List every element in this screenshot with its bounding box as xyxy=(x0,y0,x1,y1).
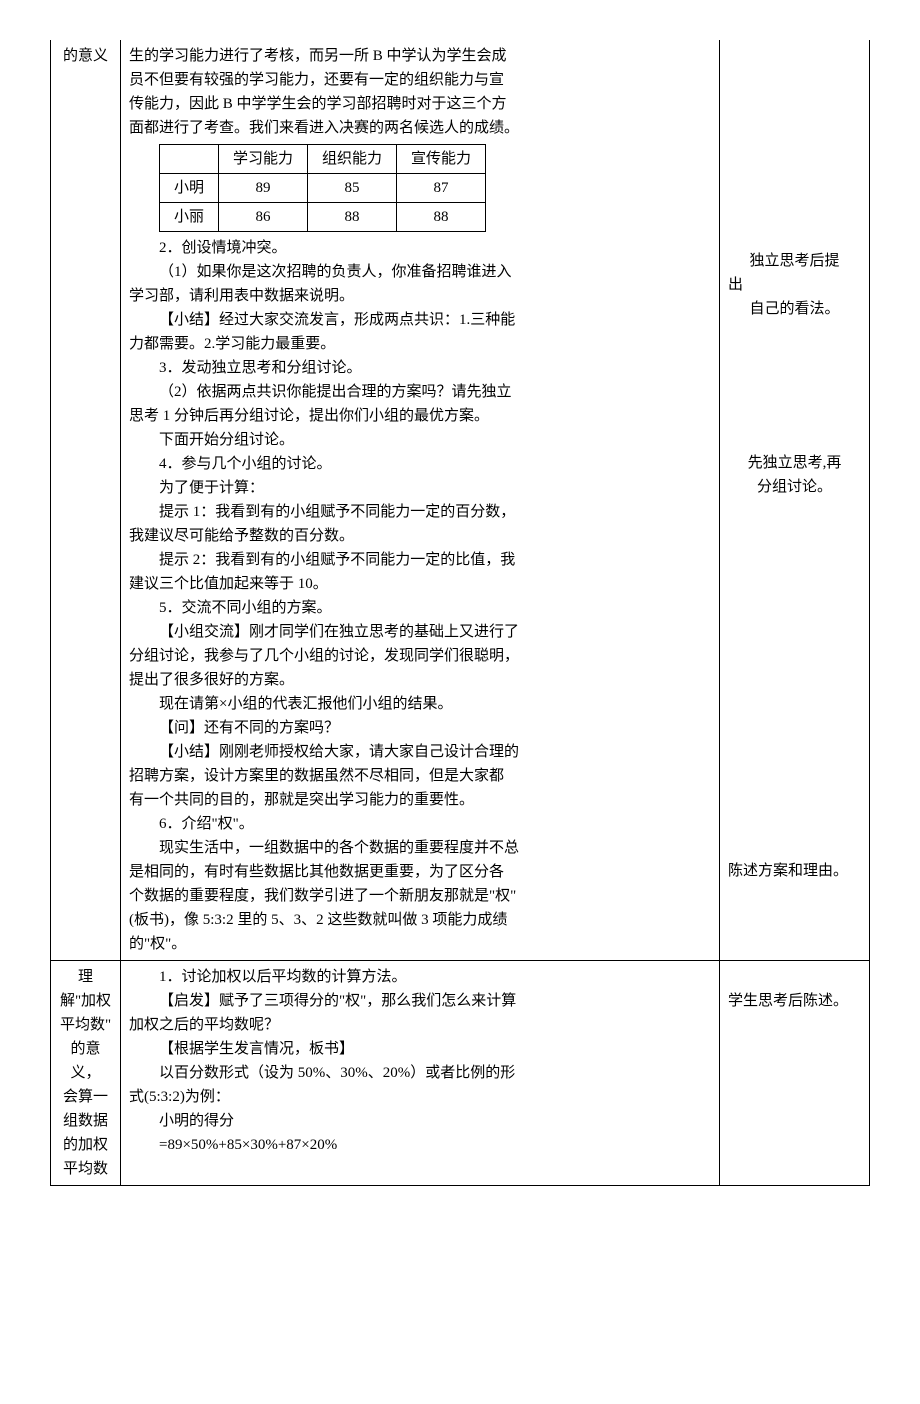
s2-item1-p3b: 式(5:3:2)为例： xyxy=(129,1085,711,1109)
intro-line-1: 生的学习能力进行了考核，而另一所 B 中学认为学生会成 xyxy=(129,44,711,68)
score-header-empty xyxy=(160,145,219,174)
row1-v1: 89 xyxy=(219,174,308,203)
note1-line1: 独立思考后提 xyxy=(728,249,861,273)
item6-p1d: (板书)，像 5:3:2 里的 5、3、2 这些数就叫做 3 项能力成绩 xyxy=(129,908,711,932)
item3-q2b: 思考 1 分钟后再分组讨论，提出你们小组的最优方案。 xyxy=(129,404,711,428)
item6-p1b: 是相同的，有时有些数据比其他数据更重要，为了区分各 xyxy=(129,860,711,884)
s2-item1-p3: 以百分数形式（设为 50%、30%、20%）或者比例的形 xyxy=(129,1061,711,1085)
item4-hint2b: 建议三个比值加起来等于 10。 xyxy=(129,572,711,596)
score-header-study: 学习能力 xyxy=(219,145,308,174)
row2-v1: 86 xyxy=(219,203,308,232)
s2-l2: 解"加权 xyxy=(59,989,112,1013)
row1-v3: 87 xyxy=(397,174,486,203)
section2-notes-cell: 学生思考后陈述。 xyxy=(720,961,870,1186)
s2-item1-p4: 小明的得分 xyxy=(129,1109,711,1133)
table-row: 小丽 86 88 88 xyxy=(160,203,486,232)
item5-q: 【问】还有不同的方案吗？ xyxy=(129,716,711,740)
item2-q1: （1）如果你是这次招聘的负责人，你准备招聘谁进入 xyxy=(129,260,711,284)
row2-name: 小丽 xyxy=(160,203,219,232)
item5-title: 5．交流不同小组的方案。 xyxy=(129,596,711,620)
row2-v3: 88 xyxy=(397,203,486,232)
s2-l4: 的意义， xyxy=(59,1037,112,1085)
item3-q2: （2）依据两点共识你能提出合理的方案吗？请先独立 xyxy=(129,380,711,404)
item5-summaryc: 有一个共同的目的，那就是突出学习能力的重要性。 xyxy=(129,788,711,812)
item2-summary1: 【小结】经过大家交流发言，形成两点共识：1.三种能 xyxy=(129,308,711,332)
s2-l7: 的加权 xyxy=(59,1133,112,1157)
score-table: 学习能力 组织能力 宣传能力 小明 89 85 87 小丽 86 88 xyxy=(159,144,486,232)
s2-item1-p2: 【根据学生发言情况，板书】 xyxy=(129,1037,711,1061)
section1-label: 的意义 xyxy=(59,44,112,68)
s2-item1-p1b: 加权之后的平均数呢？ xyxy=(129,1013,711,1037)
item6-title: 6．介绍"权"。 xyxy=(129,812,711,836)
item2-summary1b: 力都需要。2.学习能力最重要。 xyxy=(129,332,711,356)
s2-l5: 会算一 xyxy=(59,1085,112,1109)
item6-p1c: 个数据的重要程度，我们数学引进了一个新朋友那就是"权" xyxy=(129,884,711,908)
score-header-promo: 宣传能力 xyxy=(397,145,486,174)
item5-p1b: 分组讨论，我参与了几个小组的讨论，发现同学们很聪明， xyxy=(129,644,711,668)
s2-item1-p1: 【启发】赋予了三项得分的"权"，那么我们怎么来计算 xyxy=(129,989,711,1013)
note2-line1: 先独立思考,再 xyxy=(728,451,861,475)
table-row: 小明 89 85 87 xyxy=(160,174,486,203)
item6-p1: 现实生活中，一组数据中的各个数据的重要程度并不总 xyxy=(129,836,711,860)
note3-line1: 陈述方案和理由。 xyxy=(728,859,861,883)
item2-q1b: 学习部，请利用表中数据来说明。 xyxy=(129,284,711,308)
row2-v2: 88 xyxy=(308,203,397,232)
note1-line2: 出 xyxy=(728,273,861,297)
note1-line3: 自己的看法。 xyxy=(728,297,861,321)
section1-label-cell: 的意义 xyxy=(51,40,121,961)
intro-line-3: 传能力，因此 B 中学学生会的学习部招聘时对于这三个方 xyxy=(129,92,711,116)
s2-formula: =89×50%+85×30%+87×20% xyxy=(129,1133,711,1157)
s2-l1: 理 xyxy=(59,965,112,989)
row1-v2: 85 xyxy=(308,174,397,203)
item4-hint2: 提示 2：我看到有的小组赋予不同能力一定的比值，我 xyxy=(129,548,711,572)
intro-line-4: 面都进行了考查。我们来看进入决赛的两名候选人的成绩。 xyxy=(129,116,711,140)
item4-intro: 为了便于计算： xyxy=(129,476,711,500)
s2-item1-title: 1．讨论加权以后平均数的计算方法。 xyxy=(129,965,711,989)
item5-p1c: 提出了很多很好的方案。 xyxy=(129,668,711,692)
section2-label-cell: 理 解"加权 平均数" 的意义， 会算一 组数据 的加权 平均数 xyxy=(51,961,121,1186)
item5-p2: 现在请第×小组的代表汇报他们小组的结果。 xyxy=(129,692,711,716)
intro-line-2: 员不但要有较强的学习能力，还要有一定的组织能力与宣 xyxy=(129,68,711,92)
item4-title: 4．参与几个小组的讨论。 xyxy=(129,452,711,476)
item5-summaryb: 招聘方案，设计方案里的数据虽然不尽相同，但是大家都 xyxy=(129,764,711,788)
section2-content-cell: 1．讨论加权以后平均数的计算方法。 【启发】赋予了三项得分的"权"，那么我们怎么… xyxy=(121,961,720,1186)
lesson-plan-table: 的意义 生的学习能力进行了考核，而另一所 B 中学认为学生会成 员不但要有较强的… xyxy=(50,40,870,1186)
item2-title: 2．创设情境冲突。 xyxy=(129,236,711,260)
section1-notes-cell: 独立思考后提 出 自己的看法。 先独立思考,再 分组讨论。 陈述方案和理由。 xyxy=(720,40,870,961)
score-header-org: 组织能力 xyxy=(308,145,397,174)
item6-p1e: 的"权"。 xyxy=(129,932,711,956)
note2-line2: 分组讨论。 xyxy=(728,475,861,499)
item3-title: 3．发动独立思考和分组讨论。 xyxy=(129,356,711,380)
s2-l3: 平均数" xyxy=(59,1013,112,1037)
item4-hint1b: 我建议尽可能给予整数的百分数。 xyxy=(129,524,711,548)
s2-l8: 平均数 xyxy=(59,1157,112,1181)
item4-hint1: 提示 1：我看到有的小组赋予不同能力一定的百分数， xyxy=(129,500,711,524)
row1-name: 小明 xyxy=(160,174,219,203)
section1-content-cell: 生的学习能力进行了考核，而另一所 B 中学认为学生会成 员不但要有较强的学习能力… xyxy=(121,40,720,961)
item5-p1: 【小组交流】刚才同学们在独立思考的基础上又进行了 xyxy=(129,620,711,644)
item3-next: 下面开始分组讨论。 xyxy=(129,428,711,452)
item5-summary: 【小结】刚刚老师授权给大家，请大家自己设计合理的 xyxy=(129,740,711,764)
s2-note1: 学生思考后陈述。 xyxy=(728,989,861,1013)
s2-l6: 组数据 xyxy=(59,1109,112,1133)
